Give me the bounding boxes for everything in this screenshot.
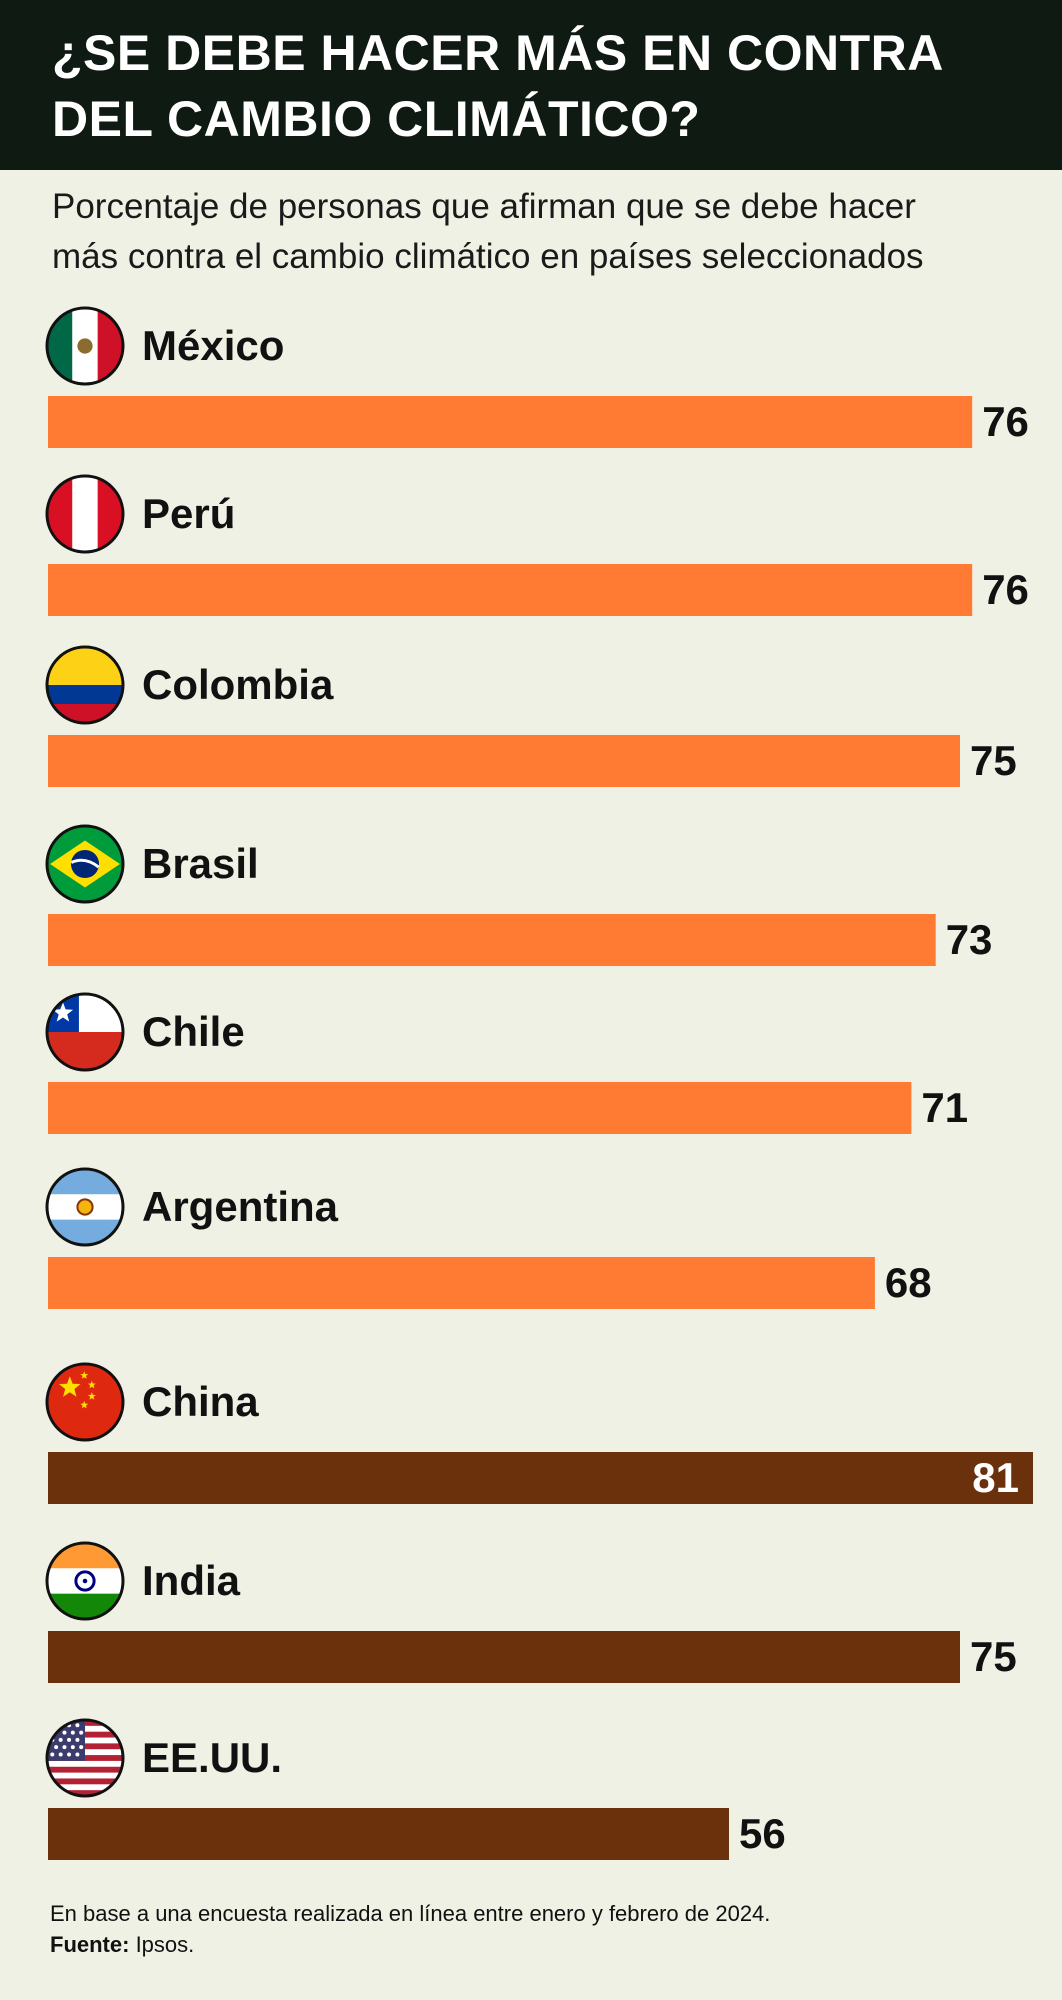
country-row: India 75 [45, 1541, 1017, 1683]
bar [48, 1808, 729, 1860]
value-label: 75 [970, 1633, 1017, 1680]
usa-flag-icon [45, 1718, 125, 1798]
source-value: Ipsos. [129, 1932, 195, 1957]
value-label: 76 [982, 398, 1029, 445]
mexico-flag-icon [45, 306, 125, 386]
value-label: 73 [946, 916, 993, 963]
footer: En base a una encuesta realizada en líne… [50, 1898, 1030, 1960]
country-label: México [142, 322, 284, 369]
bar [48, 735, 960, 787]
source-label: Fuente: [50, 1932, 130, 1957]
footnote: En base a una encuesta realizada en líne… [50, 1901, 771, 1926]
country-label: India [142, 1557, 241, 1604]
value-label: 68 [885, 1259, 932, 1306]
value-label: 56 [739, 1810, 786, 1857]
country-row: EE.UU. 56 [45, 1718, 786, 1860]
country-label: Perú [142, 490, 235, 537]
china-flag-icon [45, 1362, 125, 1442]
value-label: 71 [921, 1084, 968, 1131]
bar [48, 1452, 1033, 1504]
country-label: Brasil [142, 840, 259, 887]
country-label: EE.UU. [142, 1734, 282, 1781]
country-label: Colombia [142, 661, 334, 708]
bar [48, 396, 973, 448]
country-label: Argentina [142, 1183, 339, 1230]
bar [48, 1082, 912, 1134]
country-row: Chile 71 [45, 992, 968, 1134]
value-label: 75 [970, 737, 1017, 784]
argentina-flag-icon [45, 1167, 125, 1247]
bar [48, 564, 973, 616]
country-row: Brasil 73 [45, 824, 993, 966]
brazil-flag-icon [45, 824, 125, 904]
country-row: Colombia 75 [45, 645, 1017, 787]
chile-flag-icon [45, 992, 125, 1072]
header-banner [0, 0, 1062, 170]
country-row: Perú 76 [45, 474, 1029, 616]
india-flag-icon [45, 1541, 125, 1621]
country-label: China [142, 1378, 259, 1425]
peru-flag-icon [45, 474, 125, 554]
value-label: 76 [982, 566, 1029, 613]
value-label: 81 [972, 1454, 1019, 1501]
bar [48, 914, 936, 966]
colombia-flag-icon [45, 645, 125, 725]
source-line: Fuente: Ipsos. [50, 1929, 1030, 1960]
country-label: Chile [142, 1008, 245, 1055]
bar [48, 1257, 875, 1309]
chart-subtitle: Porcentaje de personas que afirman que s… [52, 187, 924, 276]
country-row: Argentina 68 [45, 1167, 932, 1309]
country-row: China 81 [45, 1362, 1033, 1504]
bar [48, 1631, 960, 1683]
chart-title: ¿SE DEBE HACER MÁS EN CONTRA DEL CAMBIO … [52, 25, 944, 147]
country-row: México 76 [45, 306, 1029, 448]
